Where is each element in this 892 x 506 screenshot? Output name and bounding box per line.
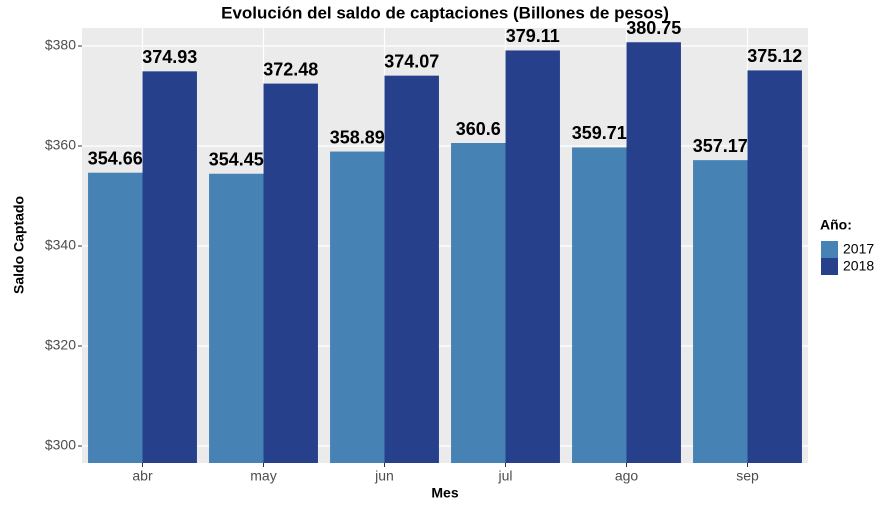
y-tick-label: $320 (45, 337, 76, 353)
y-tick-label: $300 (45, 437, 76, 453)
value-label: 354.45 (209, 150, 264, 170)
value-label: 360.6 (456, 119, 501, 139)
chart-title: Evolución del saldo de captaciones (Bill… (221, 3, 669, 22)
value-label: 374.93 (142, 47, 197, 67)
bar (451, 143, 506, 463)
x-tick-label: ago (615, 468, 639, 484)
x-tick-label: abr (132, 468, 153, 484)
y-tick-label: $380 (45, 37, 76, 53)
value-label: 372.48 (263, 59, 318, 79)
x-tick-label: sep (736, 468, 759, 484)
bar (88, 172, 143, 463)
y-tick-label: $340 (45, 237, 76, 253)
legend-swatch (821, 258, 838, 275)
legend-label: 2017 (843, 241, 874, 257)
value-label: 380.75 (626, 18, 681, 38)
x-tick-label: may (250, 468, 276, 484)
bar (626, 42, 681, 463)
legend-title: Año: (820, 217, 852, 233)
bar (747, 70, 802, 464)
value-label: 375.12 (747, 46, 802, 66)
bar (263, 83, 318, 463)
bar (384, 75, 439, 464)
value-label: 379.11 (506, 26, 560, 46)
y-axis-title: Saldo Captado (11, 196, 27, 294)
bar (330, 151, 385, 464)
y-tick-label: $360 (45, 137, 76, 153)
x-axis-title: Mes (431, 485, 458, 501)
value-label: 359.71 (572, 123, 627, 143)
value-label: 374.07 (384, 51, 439, 71)
bar (505, 50, 560, 463)
bar (142, 71, 197, 463)
x-tick-label: jul (497, 468, 512, 484)
value-label: 357.17 (693, 136, 748, 156)
bar (693, 160, 748, 463)
value-label: 354.66 (88, 148, 143, 168)
bar (572, 147, 627, 463)
value-label: 358.89 (330, 127, 385, 147)
x-tick-label: jun (374, 468, 394, 484)
bar (209, 173, 264, 463)
legend-label: 2018 (843, 258, 874, 274)
legend-swatch (821, 241, 838, 258)
